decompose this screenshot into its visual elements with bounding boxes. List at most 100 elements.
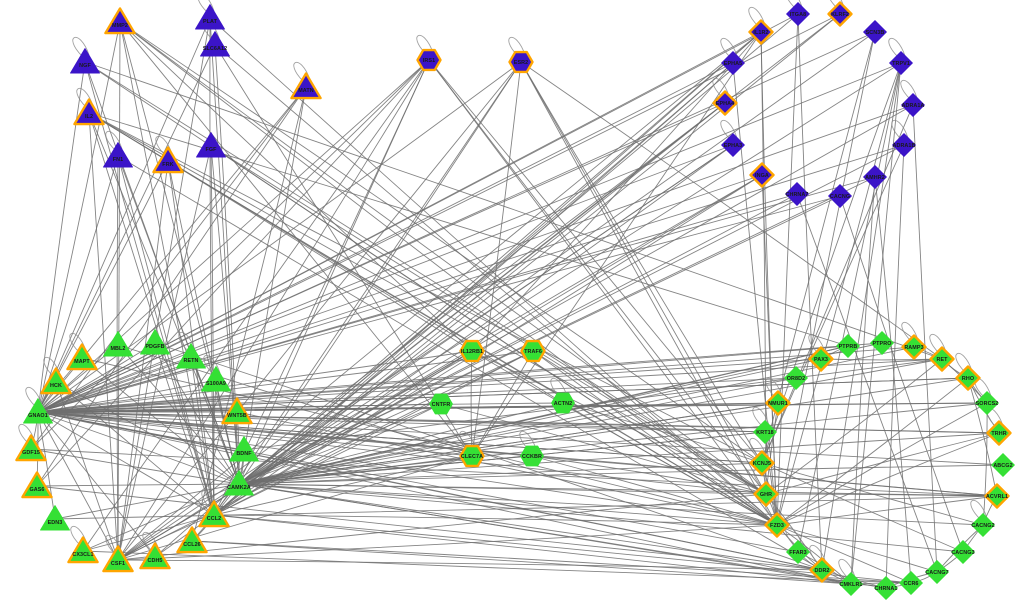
graph-edge	[213, 514, 778, 526]
graph-edge	[428, 59, 767, 495]
graph-edge	[37, 102, 726, 413]
graph-edge	[37, 402, 564, 413]
graph-node-hck[interactable]	[40, 367, 72, 395]
graph-node-retn[interactable]	[176, 343, 206, 369]
graph-node-cacng7[interactable]	[925, 560, 949, 584]
graph-edge	[238, 403, 442, 485]
graph-node-actn2[interactable]	[551, 392, 575, 414]
graph-node-traf6[interactable]	[520, 339, 546, 363]
graph-node-fzd3[interactable]	[764, 512, 790, 538]
graph-node-ccr6[interactable]	[899, 571, 923, 595]
graph-edge	[117, 155, 215, 516]
graph-node-inga[interactable]	[749, 162, 775, 188]
graph-self-loop	[900, 79, 918, 100]
graph-edge	[776, 62, 902, 526]
graph-node-gas6[interactable]	[21, 471, 53, 499]
graph-node-ptprb[interactable]	[836, 334, 860, 358]
graph-edge	[37, 411, 1000, 434]
graph-node-slc6a12[interactable]	[200, 31, 230, 57]
graph-edge	[531, 455, 778, 526]
graph-node-mmp2[interactable]	[104, 7, 136, 35]
graph-edge	[238, 193, 798, 485]
graph-edge	[37, 174, 763, 413]
graph-node-wnt5b[interactable]	[221, 397, 253, 425]
graph-node-cacng[interactable]	[828, 184, 852, 208]
graph-edge	[238, 483, 778, 526]
graph-self-loop	[929, 333, 947, 354]
graph-node-cmklr1[interactable]	[839, 572, 863, 596]
graph-node-epha4[interactable]	[712, 90, 738, 116]
graph-node-gnao1[interactable]	[23, 398, 53, 424]
graph-node-matn[interactable]	[290, 72, 322, 100]
graph-node-pax3[interactable]	[808, 346, 834, 372]
graph-node-fgf[interactable]	[196, 132, 226, 158]
graph-node-sorcs2[interactable]	[975, 391, 999, 415]
graph-node-pdgfb[interactable]	[140, 329, 170, 355]
graph-node-ccl2[interactable]	[198, 500, 230, 528]
graph-edge	[238, 431, 766, 485]
graph-node-or8d2[interactable]	[784, 366, 808, 390]
graph-edge	[213, 379, 217, 516]
graph-node-cacng2[interactable]	[971, 513, 995, 537]
graph-node-mapt[interactable]	[66, 343, 98, 371]
graph-edge	[37, 379, 217, 413]
graph-node-irs1[interactable]	[416, 48, 442, 72]
graph-node-bdnf[interactable]	[229, 436, 259, 462]
graph-node-il1r2[interactable]	[748, 19, 774, 45]
graph-node-amhr2[interactable]	[863, 165, 887, 189]
graph-edge	[520, 61, 763, 464]
graph-node-frk[interactable]	[152, 146, 184, 174]
graph-node-esr2[interactable]	[508, 50, 534, 74]
graph-node-abcg2[interactable]	[991, 453, 1015, 477]
graph-edge	[37, 62, 902, 413]
graph-node-gdf15[interactable]	[15, 434, 47, 462]
graph-edge	[55, 381, 215, 516]
graph-node-ccl26[interactable]	[176, 526, 208, 554]
graph-node-itga8[interactable]	[786, 2, 810, 26]
graph-edge	[520, 61, 778, 526]
graph-node-adra1b[interactable]	[892, 133, 916, 157]
graph-node-scn3b[interactable]	[863, 20, 887, 44]
graph-node-cx3cl1[interactable]	[67, 536, 99, 564]
graph-node-adra1a[interactable]	[901, 93, 925, 117]
graph-node-trpv1[interactable]	[889, 51, 913, 75]
graph-node-fn1[interactable]	[103, 142, 133, 168]
graph-node-epha3[interactable]	[721, 133, 745, 157]
graph-node-rho[interactable]	[955, 365, 981, 391]
graph-node-camk2a[interactable]	[224, 470, 254, 496]
graph-node-cacng3[interactable]	[951, 540, 975, 564]
graph-node-trhr[interactable]	[986, 420, 1012, 446]
graph-node-ddr2[interactable]	[809, 557, 835, 583]
graph-edge	[850, 62, 902, 585]
graph-node-ptpro[interactable]	[870, 331, 894, 355]
graph-node-ret[interactable]	[929, 346, 955, 372]
graph-node-s100a9[interactable]	[201, 366, 231, 392]
graph-node-csf1[interactable]	[102, 545, 134, 573]
graph-node-plat[interactable]	[195, 4, 225, 30]
graph-node-cdh5[interactable]	[139, 542, 171, 570]
node-layer[interactable]	[15, 1, 1015, 600]
graph-node-krt18[interactable]	[753, 420, 777, 444]
graph-node-acvrl1[interactable]	[984, 483, 1010, 509]
graph-node-mbl2[interactable]	[103, 331, 133, 357]
graph-edge	[154, 342, 823, 571]
graph-edge	[776, 31, 876, 526]
graph-node-ghr[interactable]	[753, 481, 779, 507]
graph-node-ramp3[interactable]	[901, 334, 927, 360]
graph-node-cntfr[interactable]	[429, 393, 453, 415]
graph-node-ngf[interactable]	[70, 48, 100, 74]
graph-node-il12rb1[interactable]	[459, 339, 485, 363]
graph-node-cckbr[interactable]	[520, 445, 544, 467]
graph-node-epha5[interactable]	[721, 51, 745, 75]
graph-node-clec7a[interactable]	[459, 444, 485, 468]
graph-node-ffar3[interactable]	[786, 540, 810, 564]
graph-node-kcnj5[interactable]	[749, 450, 775, 476]
graph-edge	[37, 13, 841, 413]
graph-node-edn3[interactable]	[40, 505, 70, 531]
graph-node-klrf2[interactable]	[827, 1, 853, 27]
graph-node-nmur1[interactable]	[765, 390, 791, 416]
graph-node-il2[interactable]	[73, 98, 105, 126]
graph-node-chrna7[interactable]	[785, 182, 809, 206]
